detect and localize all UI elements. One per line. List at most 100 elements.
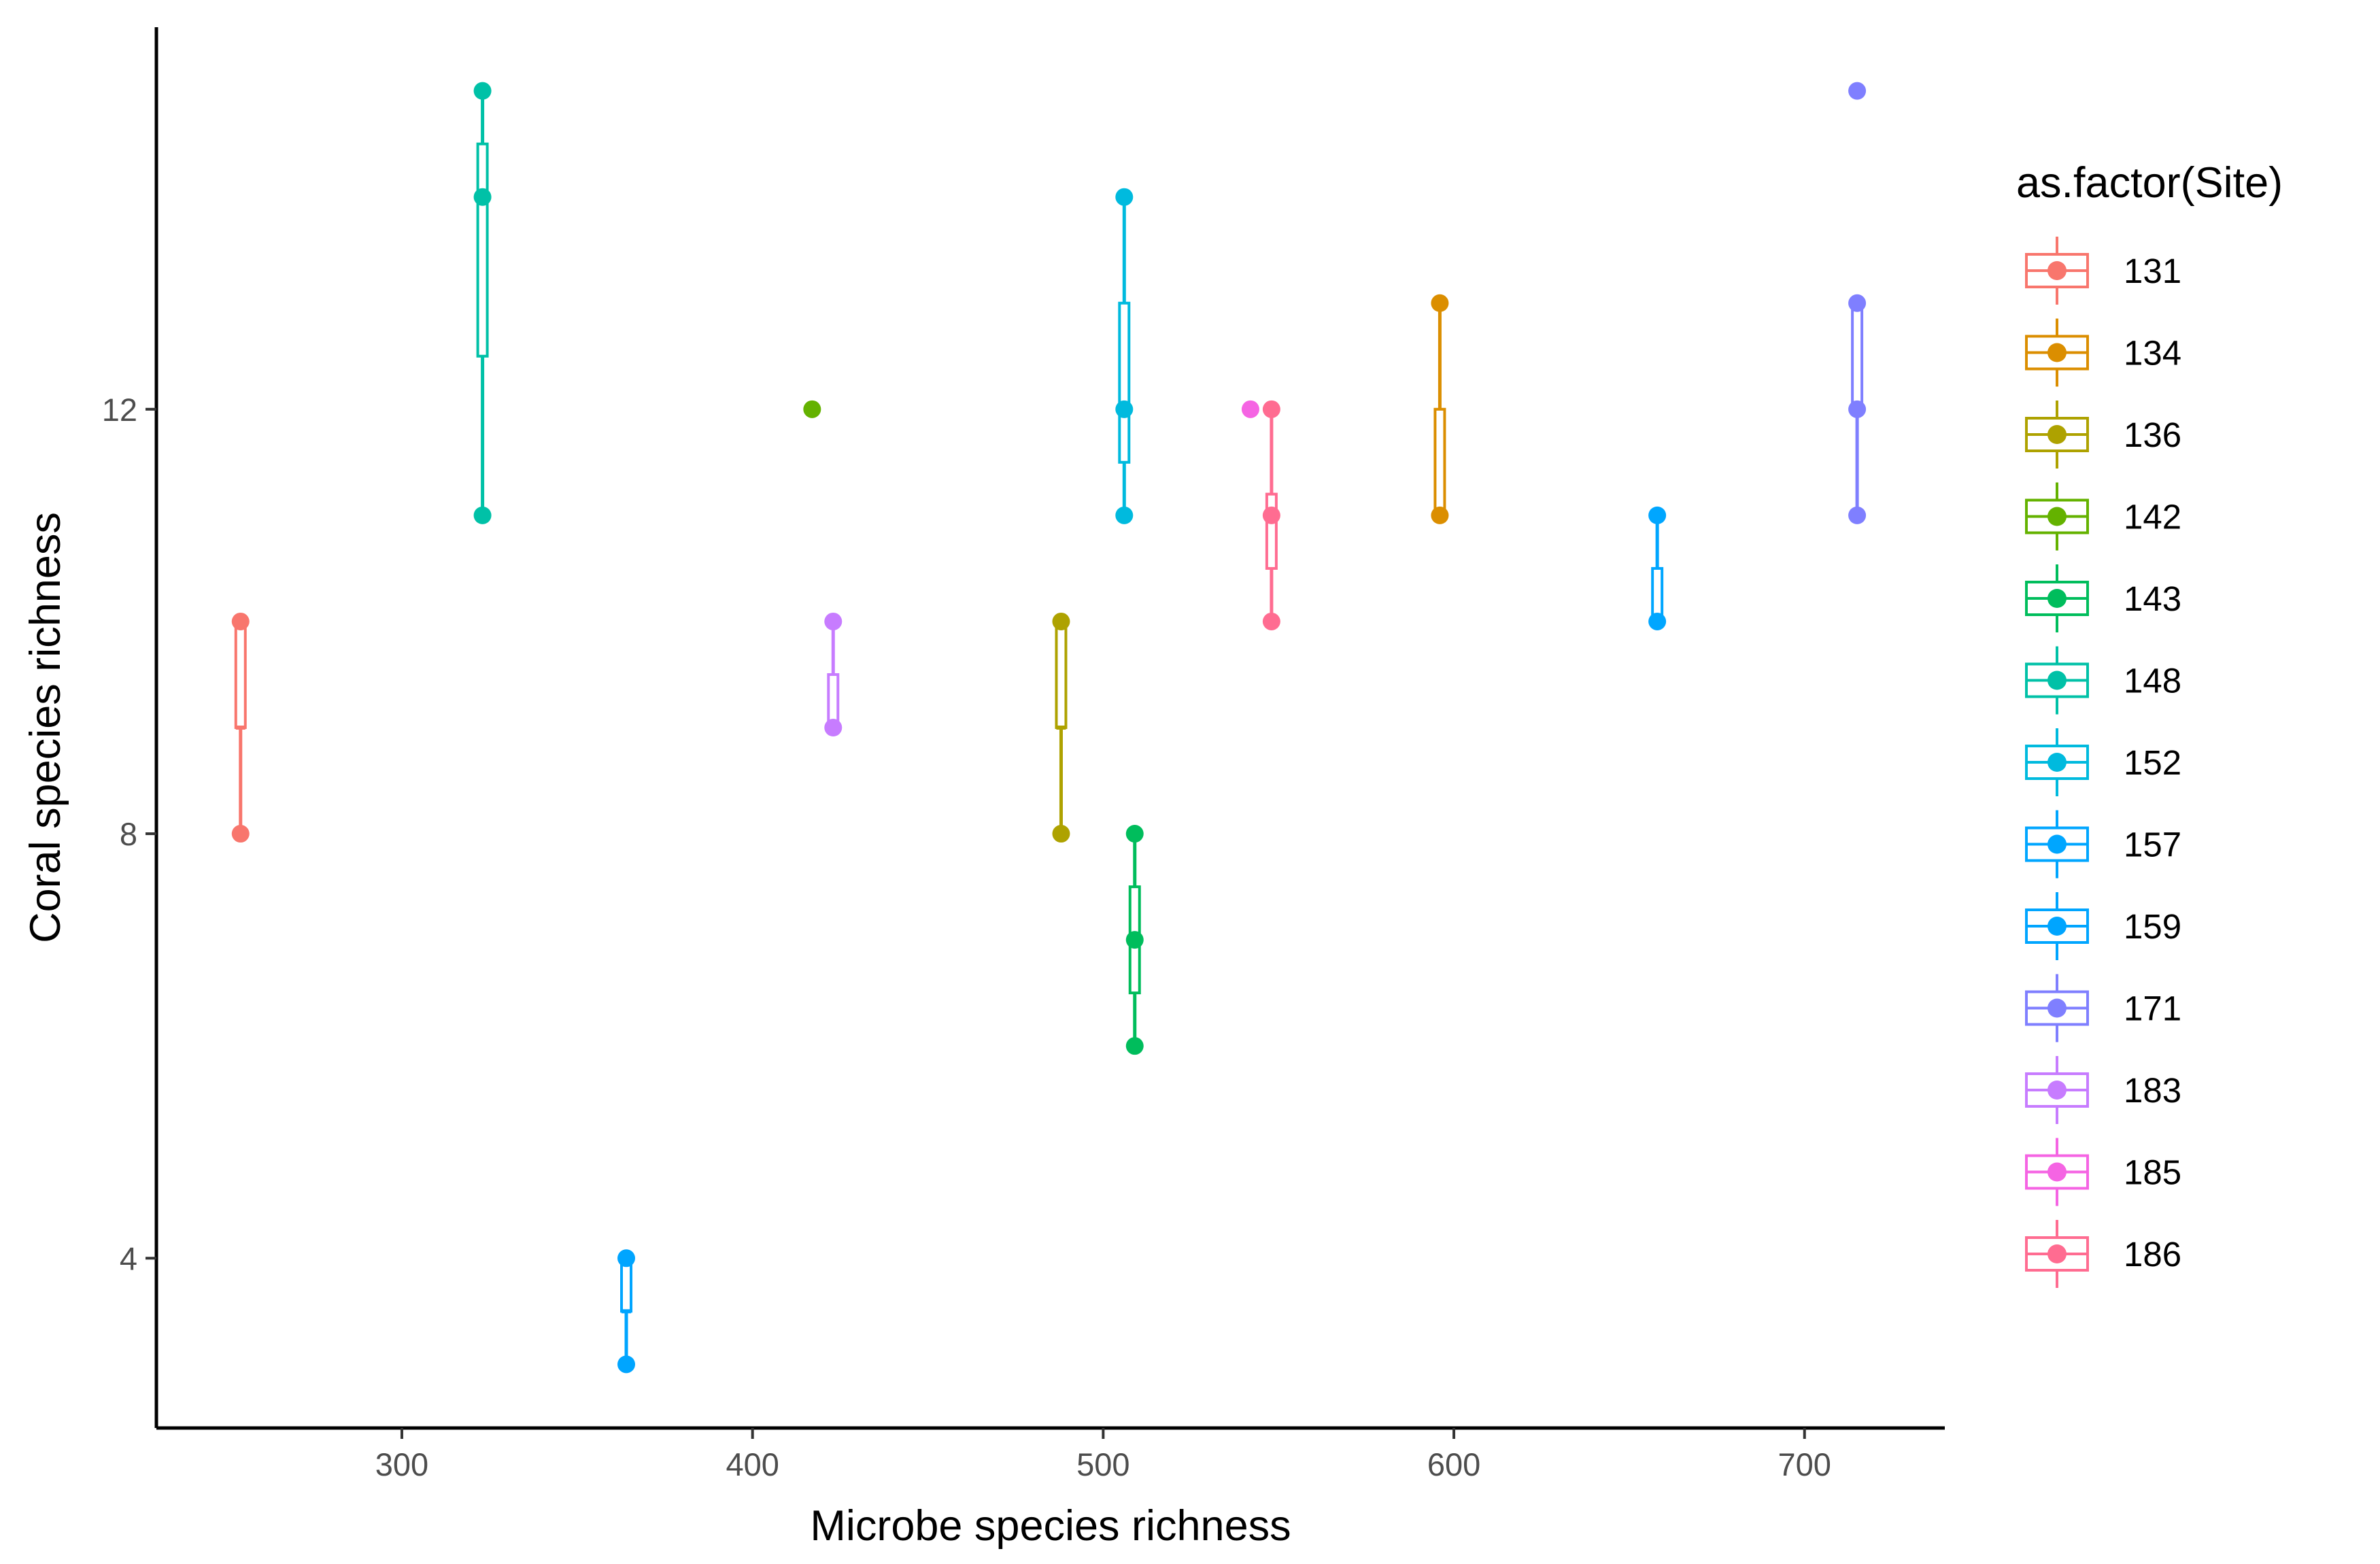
legend-item-159: 159 <box>2025 892 2181 960</box>
data-point <box>1125 931 1144 949</box>
x-tick-label: 300 <box>375 1446 428 1482</box>
x-axis-ticks: 300 400 500 600 700 <box>375 1428 1831 1482</box>
legend-title: as.factor(Site) <box>2016 159 2283 207</box>
series-site-185 <box>1241 400 1259 418</box>
legend-key <box>2025 401 2089 469</box>
series-site-186 <box>1262 400 1280 630</box>
y-axis-ticks: 4 8 12 <box>102 392 156 1276</box>
legend-label: 148 <box>2124 662 2181 700</box>
data-point <box>1848 82 1867 100</box>
legend-key <box>2025 318 2089 387</box>
series-site-148 <box>473 82 492 524</box>
legend-item-152: 152 <box>2025 728 2181 796</box>
data-point <box>231 612 250 630</box>
legend-label: 183 <box>2124 1071 2181 1110</box>
x-axis-title: Microbe species richness <box>810 1502 1291 1550</box>
series-site-159 <box>617 1249 636 1374</box>
iqr-box <box>1118 301 1131 464</box>
series-site-134 <box>1431 294 1449 524</box>
legend-key <box>2025 810 2089 879</box>
data-point <box>1431 506 1449 524</box>
legend-label: 142 <box>2124 498 2181 537</box>
data-point <box>1115 400 1134 418</box>
data-point <box>1125 1037 1144 1055</box>
legend-key <box>2025 482 2089 551</box>
series-site-142 <box>803 400 821 418</box>
series-site-171 <box>1848 82 1867 524</box>
plot-area <box>231 82 1867 1374</box>
legend-item-186: 186 <box>2025 1220 2181 1288</box>
legend-key <box>2025 646 2089 715</box>
data-point <box>1848 506 1867 524</box>
data-point <box>473 82 492 100</box>
series-site-143 <box>1125 825 1144 1055</box>
legend-item-136: 136 <box>2025 401 2181 469</box>
data-point <box>473 188 492 206</box>
data-point <box>1848 400 1867 418</box>
series-site-136 <box>1052 612 1070 843</box>
legend-items: 131 134 136 142 143 148 152 157 159 171 183 185 186 <box>2025 237 2181 1288</box>
legend-item-131: 131 <box>2025 237 2181 305</box>
iqr-box <box>1433 407 1446 517</box>
y-tick-label: 8 <box>120 816 137 852</box>
data-point <box>1648 612 1667 630</box>
legend-label: 186 <box>2124 1235 2181 1274</box>
legend-label: 159 <box>2124 907 2181 946</box>
x-tick-label: 600 <box>1427 1446 1480 1482</box>
series-site-183 <box>824 612 843 736</box>
legend-key <box>2025 974 2089 1042</box>
data-point <box>824 719 843 736</box>
data-point <box>1052 612 1070 630</box>
data-point <box>1262 506 1280 524</box>
iqr-box <box>476 142 489 358</box>
legend-item-134: 134 <box>2025 318 2181 387</box>
iqr-box <box>234 619 247 729</box>
data-point <box>1052 825 1070 843</box>
legend-key <box>2025 1220 2089 1288</box>
x-tick-label: 700 <box>1778 1446 1831 1482</box>
x-tick-label: 400 <box>726 1446 779 1482</box>
legend-item-171: 171 <box>2025 974 2181 1042</box>
legend-key <box>2025 728 2089 796</box>
legend-item-142: 142 <box>2025 482 2181 551</box>
data-point <box>1262 400 1280 418</box>
legend-item-143: 143 <box>2025 564 2181 632</box>
legend-item-157: 157 <box>2025 810 2181 879</box>
data-point <box>803 400 821 418</box>
data-point <box>473 506 492 524</box>
legend-label: 134 <box>2124 334 2181 373</box>
series-site-152 <box>1115 188 1134 524</box>
iqr-box <box>1055 619 1068 729</box>
series-site-131 <box>231 612 250 843</box>
data-point <box>1125 825 1144 843</box>
legend-key <box>2025 1056 2089 1124</box>
data-point <box>1115 506 1134 524</box>
legend-key <box>2025 892 2089 960</box>
data-point <box>1431 294 1449 312</box>
data-point <box>1262 612 1280 630</box>
data-point <box>1115 188 1134 206</box>
legend-item-183: 183 <box>2025 1056 2181 1124</box>
legend-item-148: 148 <box>2025 646 2181 715</box>
legend-label: 136 <box>2124 415 2181 454</box>
legend: as.factor(Site) 131 134 136 142 143 148 152 157… <box>2016 159 2283 1288</box>
data-point <box>617 1249 636 1268</box>
legend-item-185: 185 <box>2025 1138 2181 1206</box>
legend-key <box>2025 1138 2089 1206</box>
y-tick-label: 12 <box>102 392 137 428</box>
y-tick-label: 4 <box>120 1240 137 1276</box>
iqr-box <box>1265 492 1278 570</box>
data-point <box>1648 506 1667 524</box>
legend-label: 185 <box>2124 1153 2181 1192</box>
legend-label: 143 <box>2124 579 2181 618</box>
legend-label: 171 <box>2124 989 2181 1028</box>
y-axis-title: Coral species richness <box>22 512 69 943</box>
legend-key <box>2025 564 2089 632</box>
legend-label: 157 <box>2124 826 2181 864</box>
data-point <box>824 612 843 630</box>
data-point <box>1241 400 1259 418</box>
data-point <box>617 1355 636 1374</box>
data-point <box>231 825 250 843</box>
